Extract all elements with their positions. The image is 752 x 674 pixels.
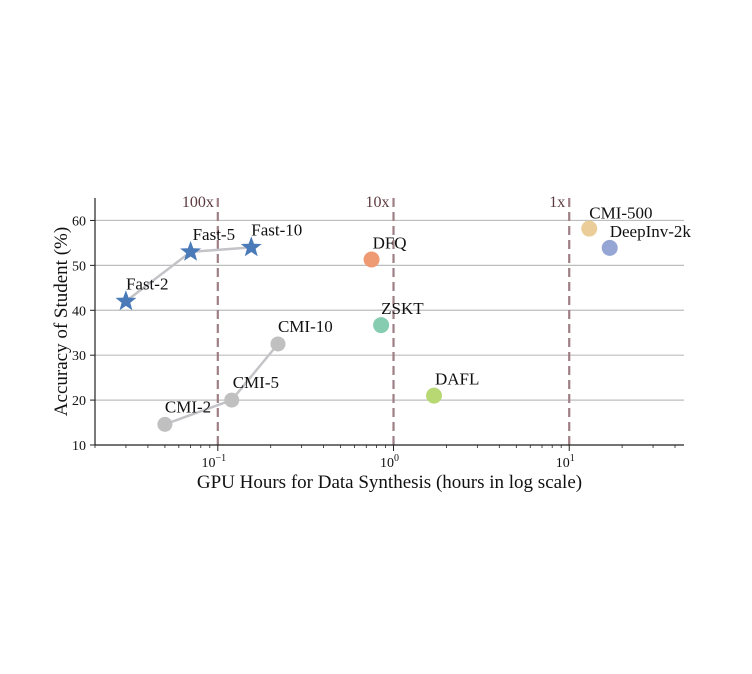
point-label-fast-2: Fast-2	[126, 274, 169, 293]
point-label-deepinv-2k: DeepInv-2k	[610, 222, 692, 241]
reference-label: 100x	[182, 194, 214, 211]
grid-lines	[95, 219, 684, 401]
y-tick-label: 20	[72, 394, 86, 409]
point-deepinv-2k	[601, 239, 618, 256]
y-axis-label: Accuracy of Student (%)	[51, 227, 72, 416]
point-labels: Fast-2 Fast-5 Fast-10 CMI-2 CMI-5 CMI-10 DFQ ZS…	[126, 204, 691, 417]
x-tick-label: 100	[380, 453, 399, 471]
point-label-cmi-2: CMI-2	[165, 397, 211, 416]
x-axis-label: GPU Hours for Data Synthesis (hours in l…	[197, 472, 582, 493]
point-label-cmi-10: CMI-10	[278, 317, 333, 336]
y-tick-label: 60	[72, 214, 86, 229]
axes: 10 20 30 40 50 60 10−1 100 101	[72, 198, 684, 471]
reference-label: 1x	[549, 194, 565, 211]
point-dafl	[426, 387, 443, 404]
point-label-fast-10: Fast-10	[251, 220, 302, 239]
point-label-dafl: DAFL	[435, 370, 479, 389]
point-cmi-5	[224, 392, 240, 408]
y-tick-label: 50	[72, 259, 86, 274]
x-tick-label: 101	[556, 453, 575, 471]
point-zskt	[373, 317, 390, 334]
point-label-dfq: DFQ	[373, 234, 407, 253]
star-fast-5	[180, 240, 202, 261]
point-label-cmi-5: CMI-5	[233, 373, 279, 392]
x-tick-label: 10−1	[201, 453, 226, 471]
reference-lines: 100x 10x 1x	[182, 194, 571, 445]
point-dfq	[363, 251, 380, 268]
data-marks	[115, 220, 618, 432]
point-cmi-2	[157, 416, 173, 432]
y-tick-label: 10	[72, 439, 86, 454]
star-fast-2	[115, 290, 137, 311]
point-cmi-10	[270, 336, 286, 352]
star-fast-10	[240, 236, 262, 257]
point-label-zskt: ZSKT	[381, 299, 424, 318]
point-cmi-500	[581, 220, 598, 237]
reference-label: 10x	[366, 194, 390, 211]
point-label-fast-5: Fast-5	[193, 225, 236, 244]
y-tick-label: 40	[72, 304, 86, 319]
y-tick-label: 30	[72, 349, 86, 364]
point-label-cmi-500: CMI-500	[589, 204, 652, 223]
